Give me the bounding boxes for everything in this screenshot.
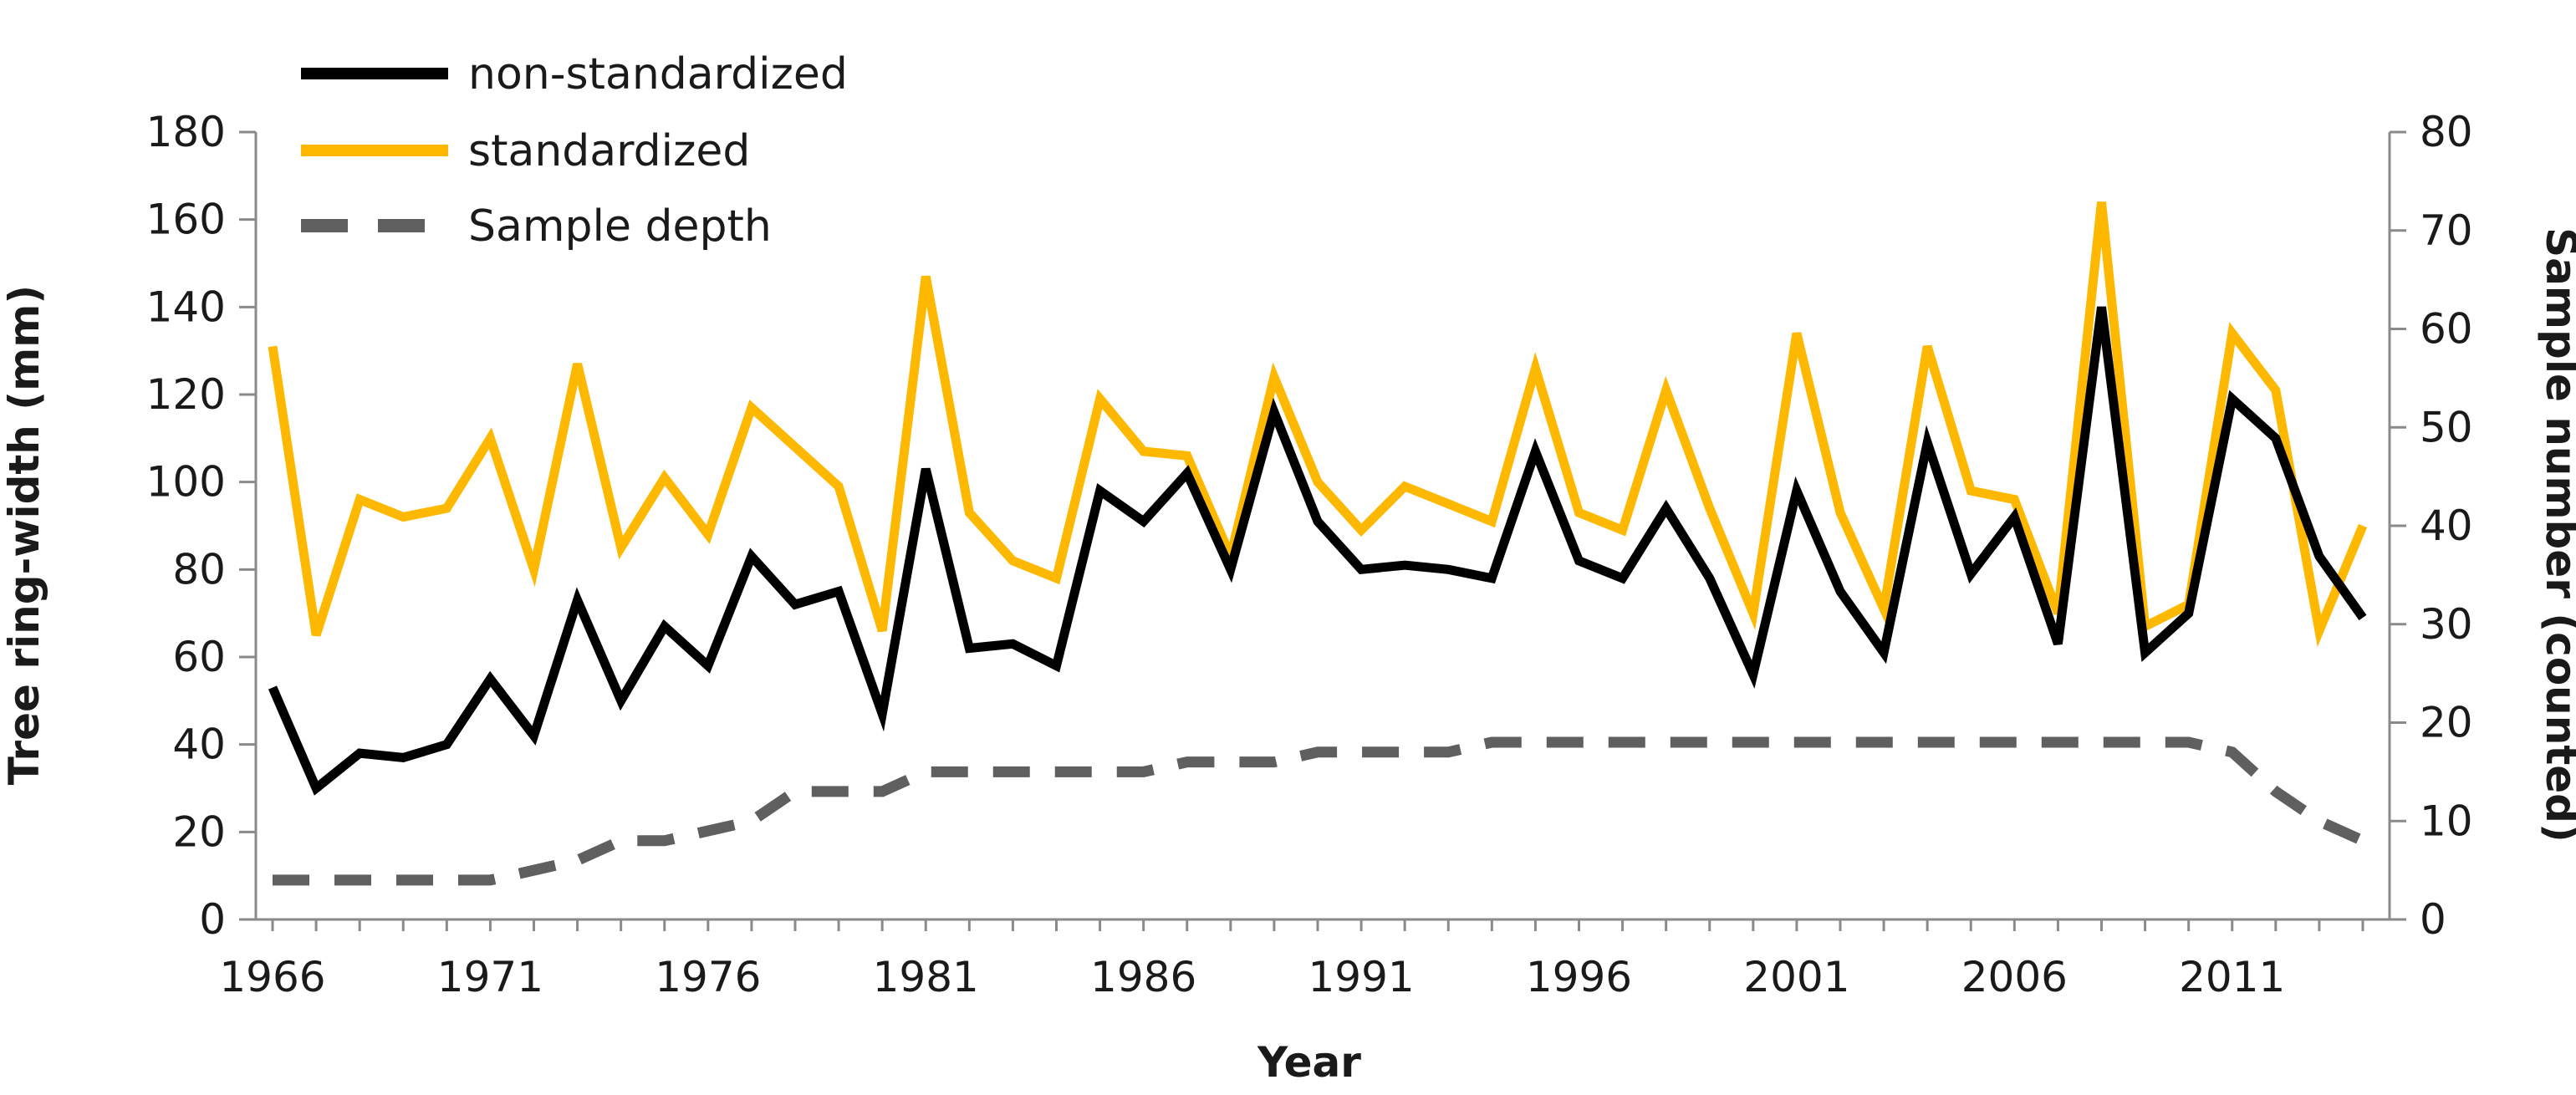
x-tick-label: 1981	[873, 953, 979, 1001]
x-tick-label: 1991	[1308, 953, 1414, 1001]
y-left-tick-label: 0	[199, 895, 226, 944]
y-right-tick-label: 70	[2420, 206, 2473, 255]
y-right-tick-label: 60	[2420, 305, 2473, 354]
legend: non-standardized standardized Sample depth	[301, 49, 848, 252]
y-left-tick-label: 40	[172, 721, 226, 769]
x-tick-label: 1966	[219, 953, 325, 1001]
y-left-tick-label: 100	[146, 458, 226, 507]
y-axis-title-right: Sample number (counted)	[2537, 227, 2576, 843]
x-tick-label: 2011	[2179, 953, 2285, 1001]
y-right-tick-label: 20	[2420, 699, 2473, 747]
series-line-sample-depth	[273, 736, 2365, 886]
y-right-tick-label: 0	[2420, 895, 2446, 944]
left-y-ticks: 0 20 40 60 80 100 120 140 160 180	[146, 108, 256, 944]
y-right-tick-label: 30	[2420, 600, 2473, 649]
legend-label: non-standardized	[468, 49, 848, 99]
y-right-tick-label: 80	[2420, 108, 2473, 156]
y-left-tick-label: 80	[172, 545, 226, 593]
legend-label: standardized	[468, 126, 750, 176]
right-y-ticks: 0 10 20 30 40 50 60 70 80	[2390, 108, 2473, 944]
y-left-tick-label: 20	[172, 807, 226, 856]
y-right-tick-label: 50	[2420, 403, 2473, 451]
legend-label: Sample depth	[468, 201, 772, 252]
y-left-tick-label: 60	[172, 633, 226, 681]
x-tick-label: 1996	[1526, 953, 1632, 1001]
series-line-non-standardized	[268, 306, 2367, 796]
x-tick-label: 1971	[437, 953, 543, 1001]
y-left-tick-label: 160	[146, 196, 226, 244]
series-layer	[268, 201, 2368, 886]
series-line-standardized	[268, 201, 2368, 647]
x-axis-title: Year	[1257, 1038, 1361, 1087]
x-tick-label: 1976	[655, 953, 761, 1001]
y-right-tick-label: 10	[2420, 797, 2473, 845]
y-left-tick-label: 180	[146, 108, 226, 156]
y-axis-title-left: Tree ring-width (mm)	[0, 285, 48, 785]
y-right-tick-label: 40	[2420, 502, 2473, 550]
x-tick-label: 1986	[1090, 953, 1196, 1001]
y-left-tick-label: 120	[146, 370, 226, 419]
x-tick-label: 2001	[1743, 953, 1849, 1001]
y-left-tick-label: 140	[146, 283, 226, 331]
x-tick-label: 2006	[1961, 953, 2068, 1001]
x-ticks: 1966 1971 1976 1981 1986 1991 1996 2001 2006 2011	[219, 919, 2364, 1001]
